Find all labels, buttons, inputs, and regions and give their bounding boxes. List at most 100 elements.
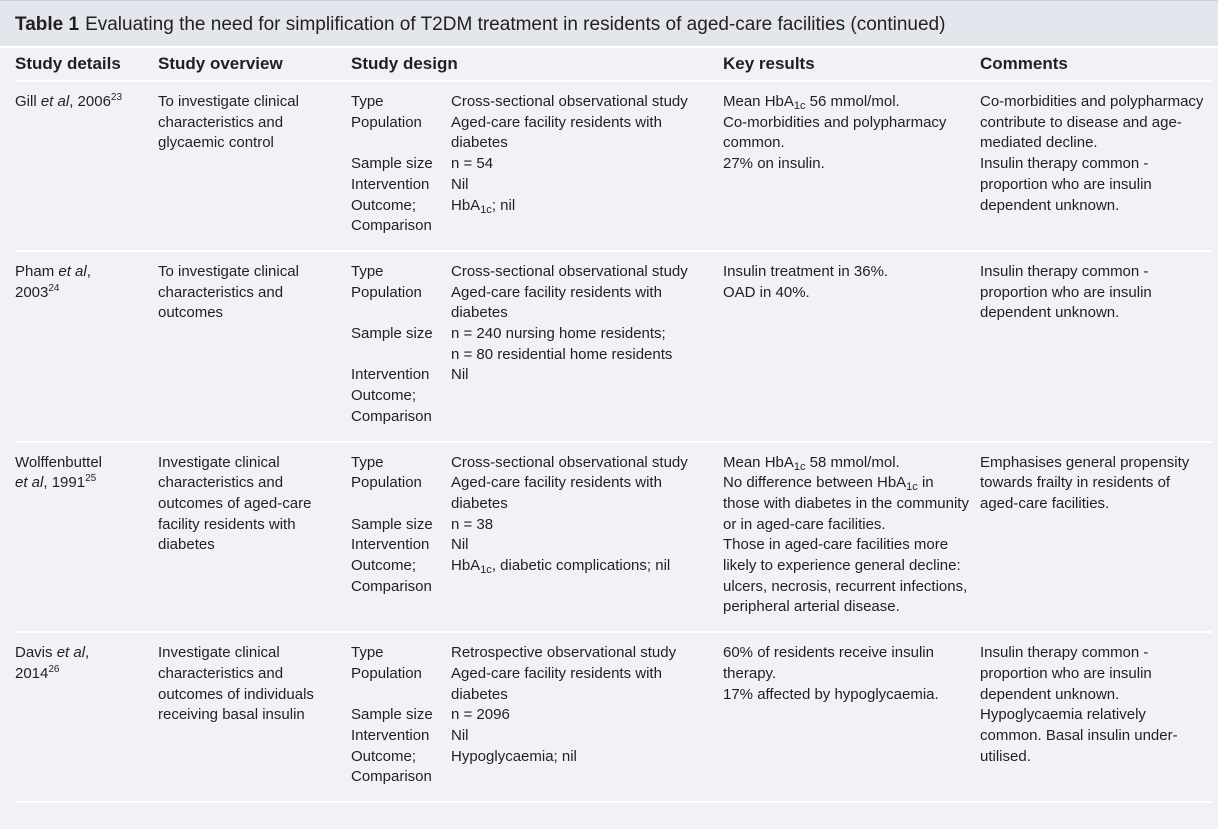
results-cell: Mean HbA1c 58 mmol/mol. No difference be… [723,441,980,634]
sep: , [69,93,74,110]
comments-cell: Insulin therapy common - proportion who … [980,250,1212,443]
design: Type Cross-sectional observational study … [351,453,723,598]
result-line: No difference between HbA1c in those wit… [723,473,980,535]
run: , diabetic complications; nil [491,557,671,575]
design-label: Sample size [351,706,433,724]
overview-cell: To investigate clinical characteristics … [158,81,351,252]
overview-cell: To investigate clinical characteristics … [158,250,351,443]
design-cell: Type Retrospective observational study Po… [351,632,723,804]
design-value: Nil [451,726,469,744]
design-label: Outcome; Comparison [351,196,432,235]
run: ; nil [491,196,516,214]
design-label: Population [351,474,422,492]
design-label: Type [351,93,384,110]
year: 2006 [77,93,111,110]
design-label: Outcome; Comparison [351,387,432,425]
design-cell: Type Cross-sectional observational study … [351,441,723,634]
table-head: Study details Study overview Study desig… [15,48,1212,82]
value-line: n = 240 nursing home residents; [451,325,666,343]
comment: Emphasises general propensity towards fr… [980,453,1190,512]
header: Key results [723,48,980,82]
design-value: Aged-care facility residents with diabet… [451,664,662,703]
overview-cell: Investigate clinical characteristics and… [158,632,351,804]
run: 56 mmol/mol. [805,93,900,110]
design-value: Nil [451,175,469,193]
et-al: et al [15,474,44,492]
design: Type Cross-sectional observational study … [351,262,723,428]
design-cell: Type Cross-sectional observational study … [351,250,723,443]
comment: Insulin therapy common - proportion who … [980,155,1152,214]
comments-cell: Insulin therapy common - proportion who … [980,632,1212,804]
subscript: 1c [793,100,806,112]
comment: Co-morbidities and polypharmacy contribu… [980,93,1204,152]
title-label: Table 1 [15,14,80,35]
design-value: Hypoglycaemia; nil [451,747,577,765]
result-line: Co-morbidities and polypharmacy common. [723,113,947,152]
design-label: Outcome; Comparison [351,557,432,595]
design-label: Type [351,262,384,280]
run: HbA [451,557,481,575]
year: 1991 [51,474,86,492]
comments-cell: Co-morbidities and polypharmacy contribu… [980,81,1212,252]
result-line: Insulin treatment in 36%. [723,262,889,280]
design-label: Sample size [351,325,433,343]
comment: Insulin therapy common - proportion who … [980,262,1152,322]
design-label: Sample size [351,515,433,533]
design-label: Population [351,283,422,301]
table-title: Table 1 Evaluating the need for simplific… [0,0,1218,48]
results-cell: 60% of residents receive insulin therapy… [723,632,980,804]
row: Pham et al, 200324 To investigate clinica… [15,250,1212,443]
design-label: Outcome; Comparison [351,747,432,786]
overview: Investigate clinical characteristics and… [158,453,312,554]
year: 2003 [15,283,49,301]
run: HbA [451,196,481,214]
result-line: 60% of residents receive insulin therapy… [723,644,934,682]
design-label: Population [351,113,422,131]
design-label: Intervention [351,536,430,554]
result-line: 27% on insulin. [723,155,825,173]
overview: To investigate clinical characteristics … [158,262,299,322]
design-value: HbA1c, diabetic complications; nil [451,556,715,597]
run: 58 mmol/mol. [805,453,900,471]
results-cell: Mean HbA1c 56 mmol/mol. Co-morbidities a… [723,81,980,252]
sep: , [85,644,90,662]
design-value: n = 240 nursing home residents; n = 80 re… [451,324,715,365]
subscript: 1c [480,203,492,216]
header-row: Study details Study overview Study desig… [15,48,1212,82]
comment: Hypoglycaemia relatively common. Basal i… [980,706,1178,765]
design-label: Intervention [351,726,430,744]
design-value: Cross-sectional observational study [451,262,688,280]
et-al: et al [58,262,87,280]
author: Wolffenbuttel [15,453,103,471]
ref: 26 [48,663,60,675]
subscript: 1c [480,564,492,577]
design-value [451,386,715,427]
run: Mean HbA [723,453,794,471]
author: Pham [15,262,55,280]
et-al: et al [56,644,86,662]
study-cell: Wolffenbuttel et al, 199125 [15,441,158,634]
result-line: 17% affected by hypoglycaemia. [723,685,939,703]
design-value: Cross-sectional observational study [451,453,688,471]
header: Study design [351,48,723,82]
design-label: Intervention [351,366,430,384]
result-line: Those in aged-care facilities more likel… [723,536,968,616]
header: Comments [980,48,1212,82]
design-label: Sample size [351,155,433,173]
design-value: Retrospective observational study [451,644,677,662]
overview: To investigate clinical characteristics … [158,93,299,152]
et-al: et al [40,93,70,110]
subscript: 1c [793,460,806,473]
design-value: Aged-care facility residents with diabet… [451,474,662,512]
sep: , [86,262,91,280]
design: Type Cross-sectional observational study … [351,92,723,237]
header: Study details [15,48,158,82]
design-cell: Type Cross-sectional observational study … [351,81,723,252]
study-cell: Pham et al, 200324 [15,250,158,443]
ref: 25 [85,473,97,485]
author: Davis [15,644,53,662]
design-label: Type [351,453,384,471]
result-line: OAD in 40%. [723,283,810,301]
design-value: n = 38 [451,515,494,533]
design-value: n = 54 [451,155,494,173]
